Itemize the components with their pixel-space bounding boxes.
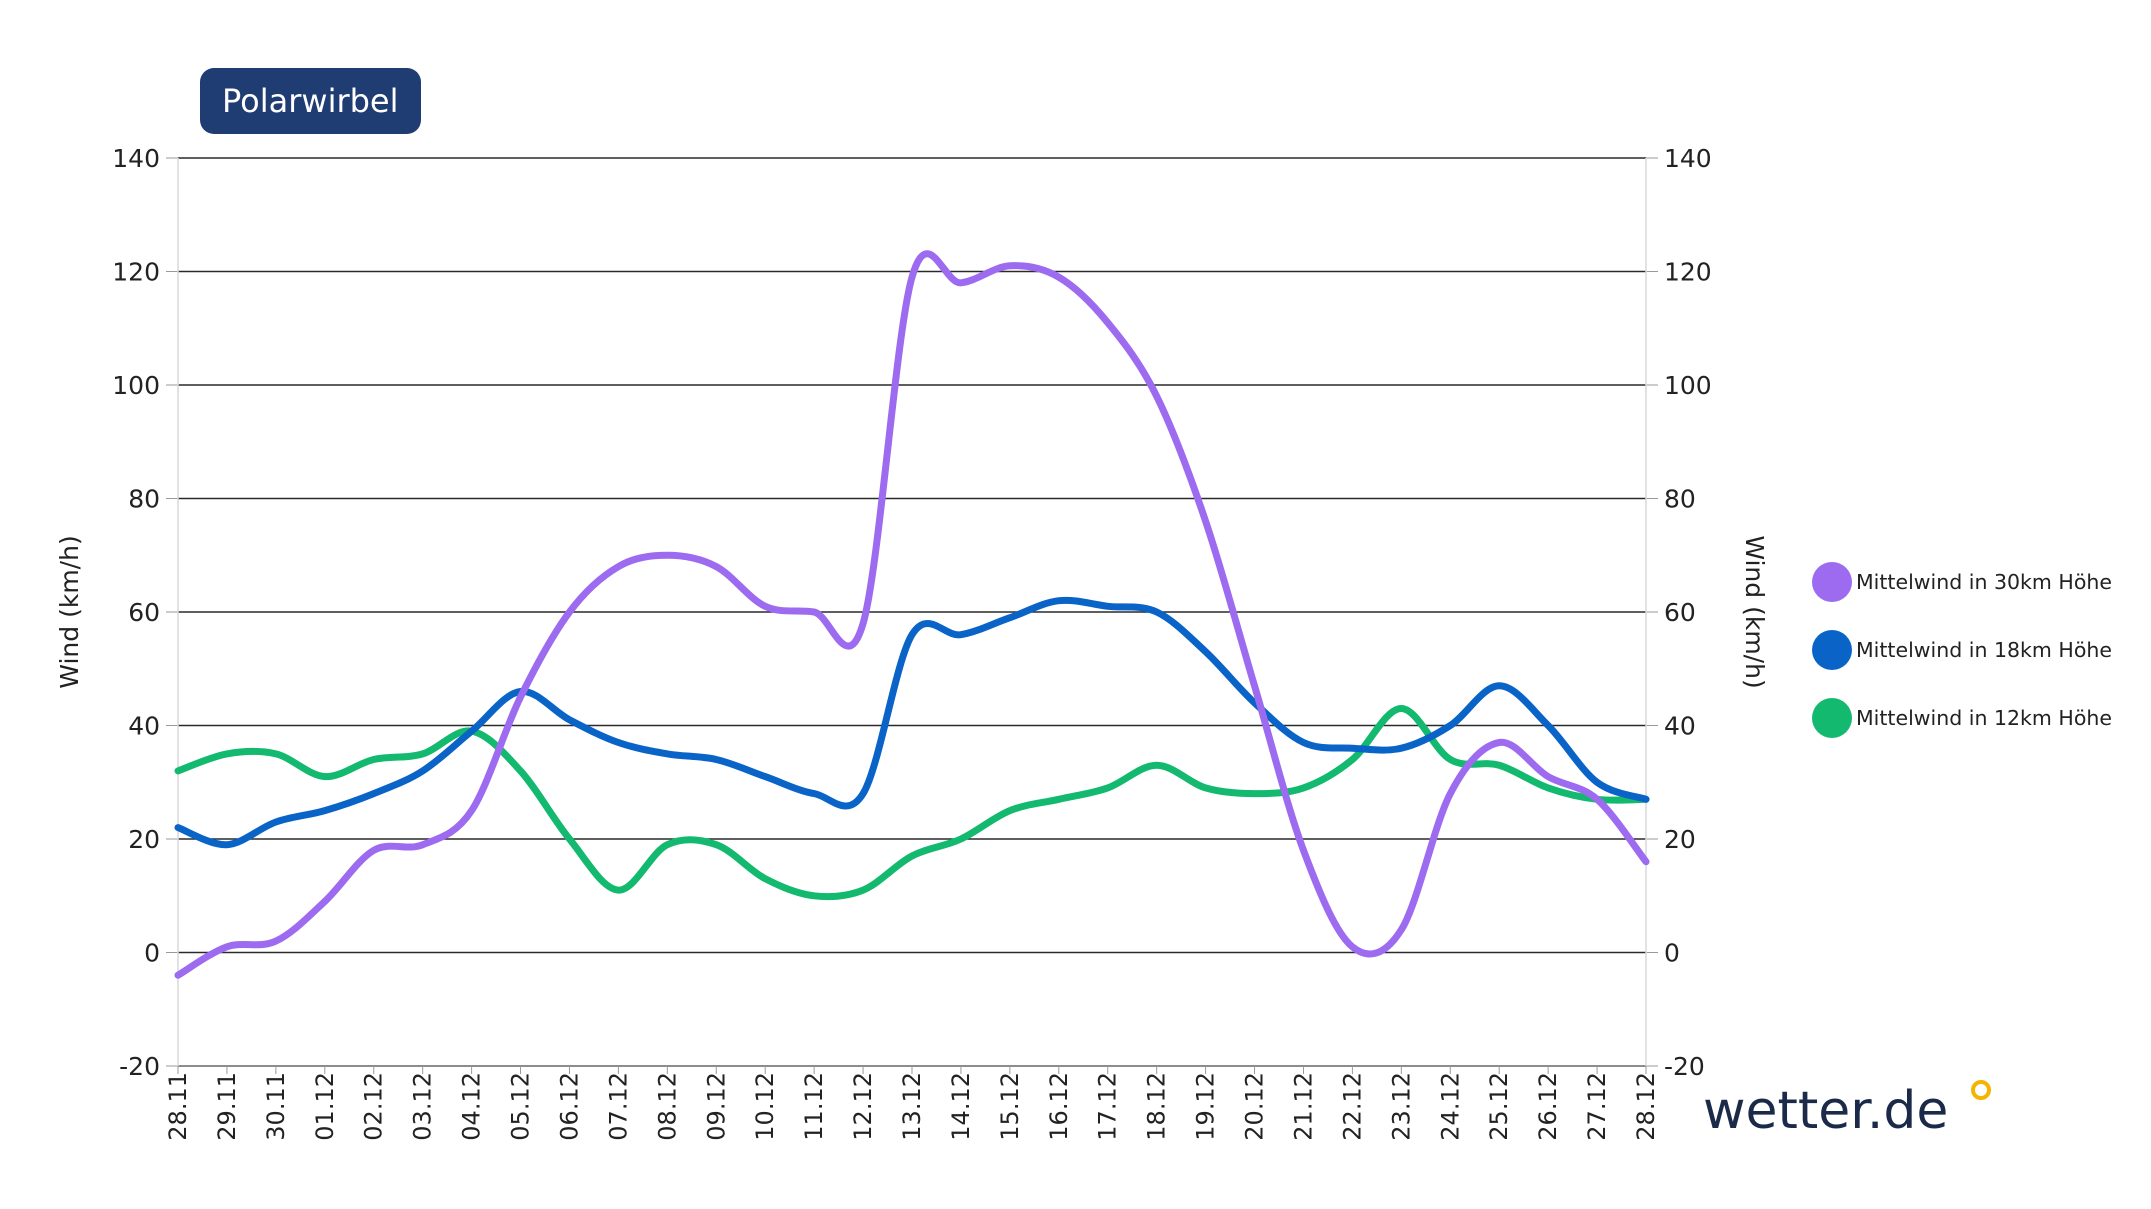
- y-tick-label-left: 60: [128, 598, 160, 627]
- x-tick-label: 05.12: [507, 1072, 535, 1141]
- legend-label-12km: Mittelwind in 12km Höhe: [1856, 706, 2112, 730]
- legend-swatch-18km: [1812, 630, 1852, 670]
- series-line-18km: [174, 596, 1650, 849]
- x-tick-label: 02.12: [360, 1072, 388, 1141]
- y-axis-label-left: Wind (km/h): [55, 535, 84, 688]
- x-tick-label: 08.12: [653, 1072, 681, 1141]
- x-tick-label: 04.12: [458, 1072, 486, 1141]
- x-tick-label: 22.12: [1338, 1072, 1366, 1141]
- legend: Mittelwind in 30km Höhe Mittelwind in 18…: [1812, 562, 2112, 766]
- x-tick-label: 23.12: [1387, 1072, 1415, 1141]
- x-tick-label: 14.12: [947, 1072, 975, 1141]
- series-line-30km: [174, 250, 1650, 979]
- x-tick-label: 16.12: [1045, 1072, 1073, 1141]
- x-tick-label: 13.12: [898, 1072, 926, 1141]
- y-axis-label-right: Wind (km/h): [1740, 535, 1769, 688]
- x-tick-label: 20.12: [1241, 1072, 1269, 1141]
- y-tick-label-left: -20: [119, 1052, 160, 1081]
- x-tick-label: 28.11: [164, 1072, 192, 1141]
- legend-swatch-30km: [1812, 562, 1852, 602]
- chart-title-badge: Polarwirbel: [200, 68, 421, 134]
- x-tick-label: 11.12: [800, 1072, 828, 1141]
- x-tick-label: 06.12: [555, 1072, 583, 1141]
- x-tick-label: 09.12: [702, 1072, 730, 1141]
- x-tick-label: 29.11: [213, 1072, 241, 1141]
- y-tick-label-right: 140: [1664, 144, 1712, 173]
- y-tick-label-left: 100: [112, 371, 160, 400]
- legend-label-30km: Mittelwind in 30km Höhe: [1856, 570, 2112, 594]
- y-tick-label-left: 40: [128, 712, 160, 741]
- x-tick-label: 10.12: [751, 1072, 779, 1141]
- x-tick-label: 26.12: [1534, 1072, 1562, 1141]
- x-tick-label: 03.12: [409, 1072, 437, 1141]
- series-lines: [174, 250, 1650, 979]
- axes: [166, 157, 1658, 1074]
- y-tick-label-right: 0: [1664, 939, 1680, 968]
- y-tick-label-left: 80: [128, 485, 160, 514]
- legend-item-12km: Mittelwind in 12km Höhe: [1812, 698, 2112, 738]
- x-tick-label: 07.12: [604, 1072, 632, 1141]
- x-tick-label: 28.12: [1632, 1072, 1660, 1141]
- y-tick-label-right: -20: [1664, 1052, 1705, 1081]
- legend-item-18km: Mittelwind in 18km Höhe: [1812, 630, 2112, 670]
- x-tick-label: 24.12: [1436, 1072, 1464, 1141]
- series-line-12km: [174, 705, 1650, 901]
- y-tick-label-left: 120: [112, 258, 160, 287]
- y-tick-label-right: 80: [1664, 485, 1696, 514]
- y-tick-label-right: 20: [1664, 825, 1696, 854]
- x-tick-label: 30.11: [262, 1072, 290, 1141]
- x-tick-label: 18.12: [1143, 1072, 1171, 1141]
- grid-lines: [178, 157, 1646, 1067]
- y-tick-label-right: 120: [1664, 258, 1712, 287]
- y-tick-label-left: 20: [128, 825, 160, 854]
- legend-swatch-12km: [1812, 698, 1852, 738]
- legend-item-30km: Mittelwind in 30km Höhe: [1812, 562, 2112, 602]
- y-tick-label-right: 40: [1664, 712, 1696, 741]
- y-tick-label-left: 0: [144, 939, 160, 968]
- x-tick-label: 01.12: [311, 1072, 339, 1141]
- x-tick-label: 21.12: [1289, 1072, 1317, 1141]
- x-tick-label: 17.12: [1094, 1072, 1122, 1141]
- y-tick-label-right: 100: [1664, 371, 1712, 400]
- x-tick-label: 19.12: [1192, 1072, 1220, 1141]
- x-tick-label: 27.12: [1583, 1072, 1611, 1141]
- x-tick-label: 25.12: [1485, 1072, 1513, 1141]
- tick-labels: -20 -20 0 0 20 20 40 40 60 60 80 80 100 100 120 120 140 1…: [112, 144, 1711, 1141]
- legend-label-18km: Mittelwind in 18km Höhe: [1856, 638, 2112, 662]
- brand-logo: wetter.de: [1703, 1081, 1949, 1141]
- y-tick-label-right: 60: [1664, 598, 1696, 627]
- brand-logo-dot: [1971, 1080, 1991, 1100]
- x-tick-label: 12.12: [849, 1072, 877, 1141]
- y-tick-label-left: 140: [112, 144, 160, 173]
- x-tick-label: 15.12: [996, 1072, 1024, 1141]
